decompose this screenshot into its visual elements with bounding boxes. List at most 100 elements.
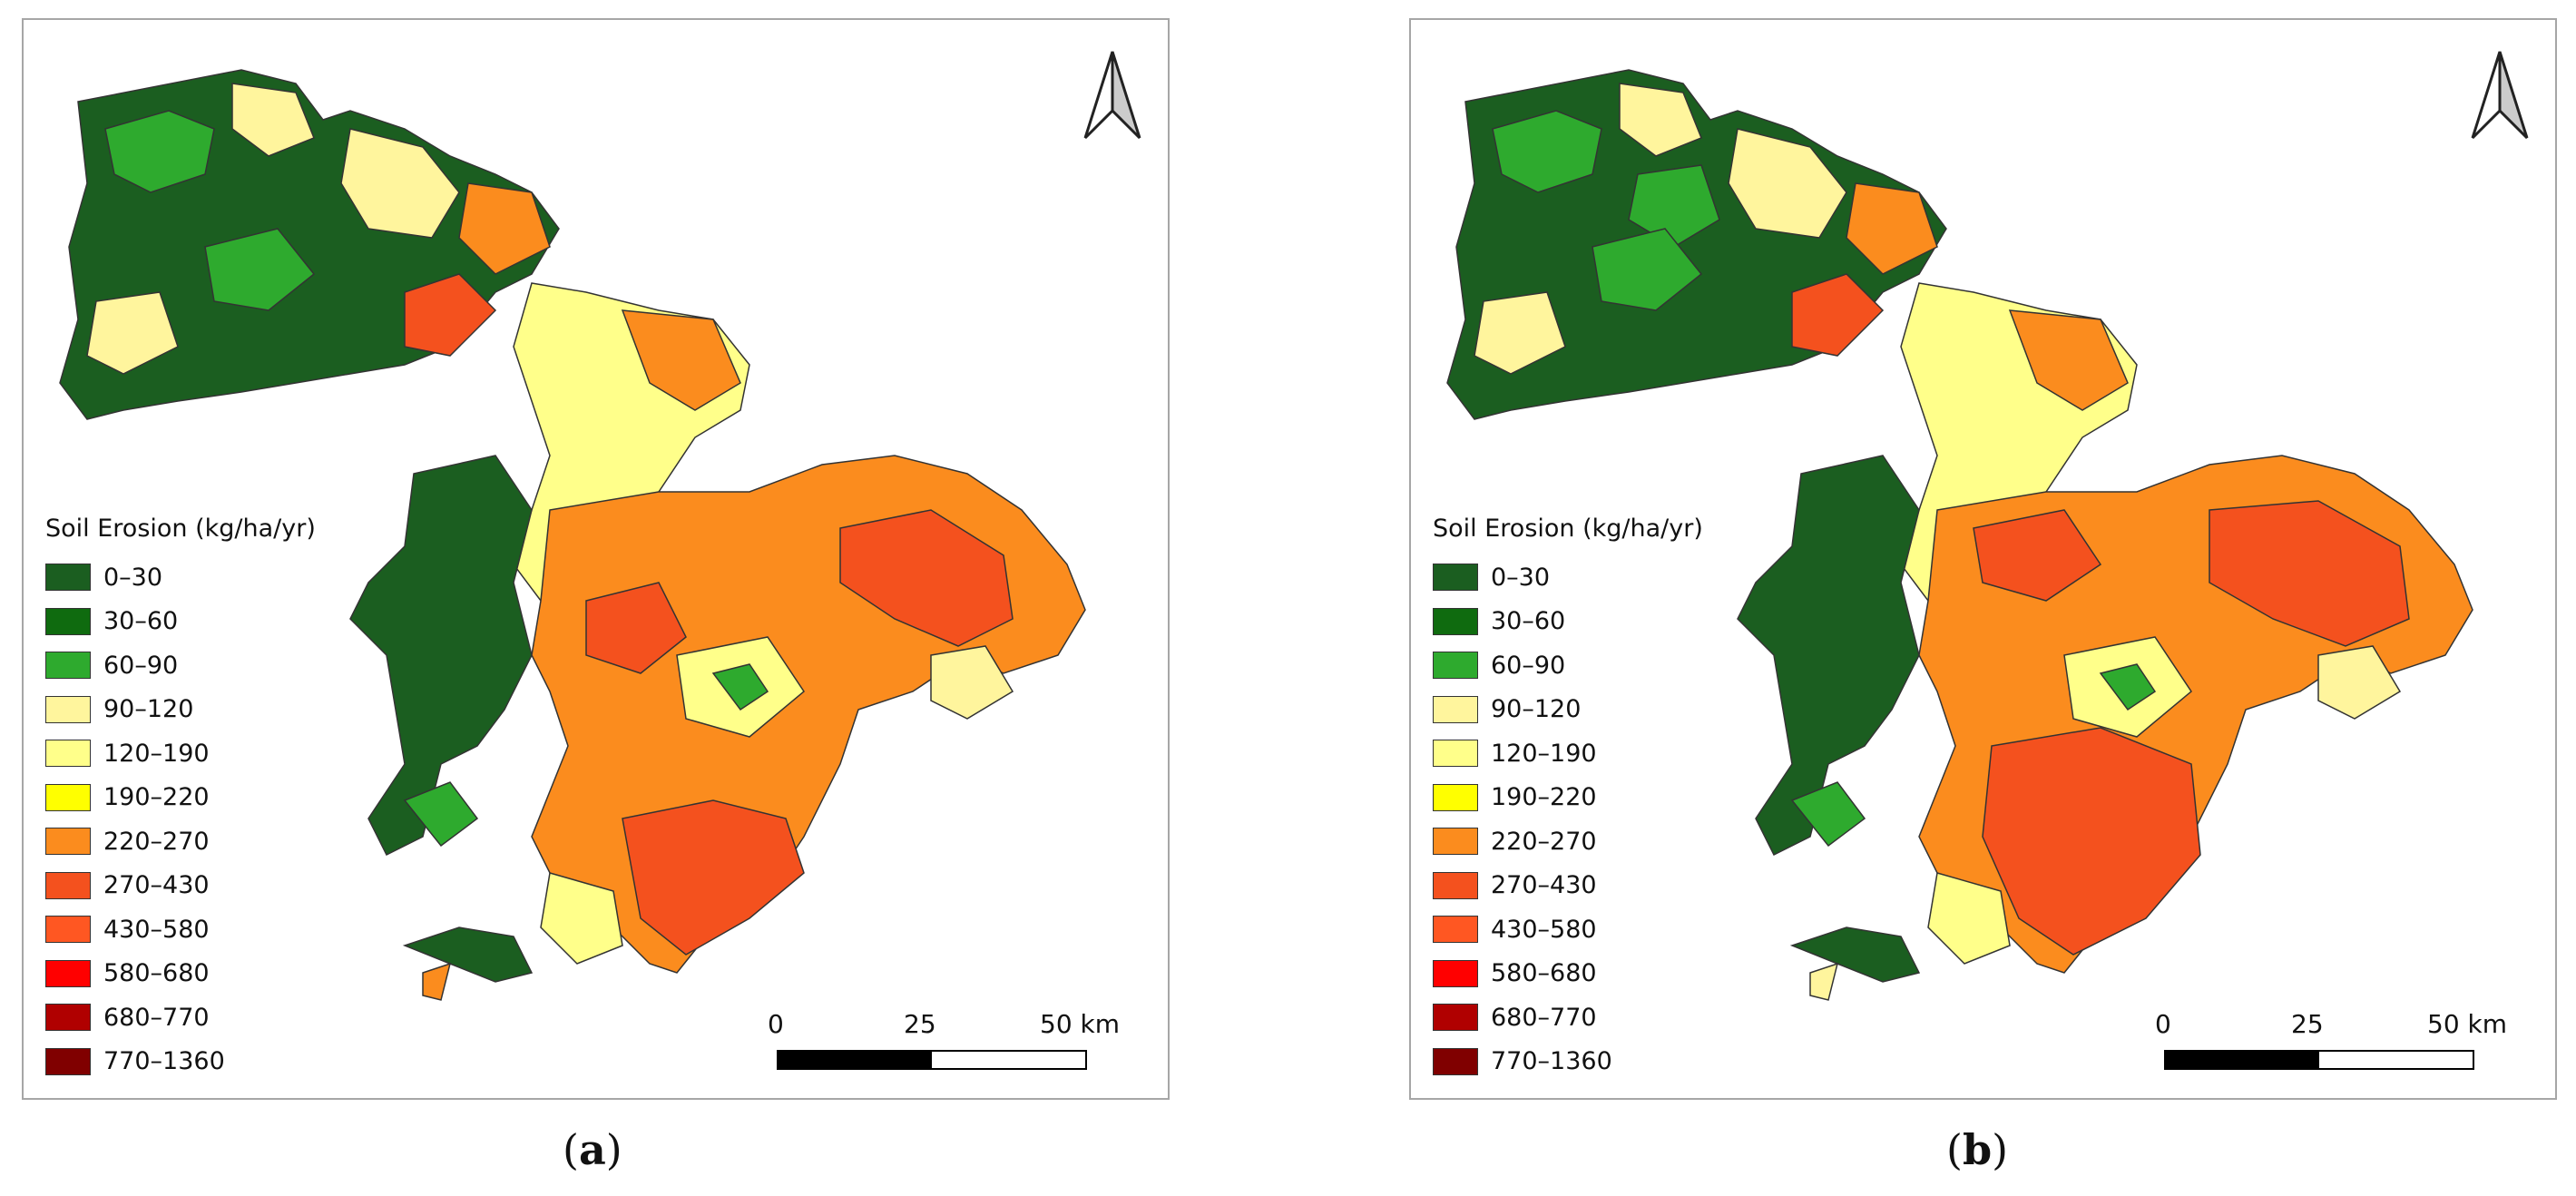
legend-item: 90–120 [45, 688, 316, 732]
north-arrow-icon [2471, 51, 2529, 140]
region-west-coast-light [403, 781, 479, 848]
region-se-red4 [1973, 509, 2102, 602]
legend-title: Soil Erosion (kg/ha/yr) [45, 515, 316, 543]
legend-swatch [45, 916, 91, 944]
region-nw-light2 [204, 228, 316, 311]
legend-item: 680–770 [1433, 995, 1703, 1040]
legend-swatch [45, 1047, 91, 1075]
legend-label: 580–680 [1491, 959, 1597, 988]
legend-label: 680–770 [103, 1003, 210, 1032]
caption-open: ( [563, 1125, 579, 1174]
scale-tick-50: 50 km [2427, 1009, 2508, 1039]
region-nw-yellow1 [1619, 83, 1702, 157]
legend-label: 220–270 [103, 827, 210, 856]
caption-letter: b [1962, 1125, 1993, 1174]
legend-title: Soil Erosion (kg/ha/yr) [1433, 515, 1703, 543]
legend-label: 190–220 [103, 783, 210, 812]
region-se-red1 [1982, 727, 2201, 956]
legend-swatch [1433, 1004, 1478, 1032]
legend-swatch [45, 740, 91, 768]
region-nw-yellow3 [86, 291, 179, 375]
legend-label: 680–770 [1491, 1003, 1597, 1032]
scale-track [2164, 1050, 2474, 1070]
legend-label: 430–580 [1491, 915, 1597, 944]
scale-black-segment [2166, 1052, 2319, 1068]
region-se-yellow2 [930, 645, 1014, 720]
region-nw-yellow2 [340, 128, 460, 239]
legend-swatch [45, 783, 91, 811]
legend-swatch [45, 828, 91, 856]
region-nw-light3 [1628, 164, 1720, 248]
region-nw-red [1791, 273, 1885, 357]
legend: Soil Erosion (kg/ha/yr) 0–30 30–60 60–90 90… [45, 515, 316, 1083]
legend-item: 60–90 [45, 643, 316, 688]
erosion-map-a [59, 69, 1086, 1001]
map-region-group [59, 69, 1086, 1001]
caption-b: (b) [1946, 1125, 2008, 1174]
legend-label: 190–220 [1491, 783, 1597, 812]
legend-item: 430–580 [1433, 907, 1703, 952]
legend-label: 60–90 [1491, 651, 1566, 680]
legend-item: 580–680 [1433, 952, 1703, 996]
legend-item: 0–30 [45, 555, 316, 600]
legend-item: 120–190 [1433, 731, 1703, 776]
legend-item: 680–770 [45, 995, 316, 1040]
region-nw-orange1 [1846, 182, 1938, 275]
region-se-green [711, 663, 769, 711]
scale-tick-25: 25 [904, 1009, 936, 1039]
legend-label: 580–680 [103, 959, 210, 988]
legend-label: 90–120 [1491, 695, 1582, 724]
legend-swatch [1433, 652, 1478, 680]
legend-label: 430–580 [103, 915, 210, 944]
region-se-red1 [622, 799, 805, 956]
legend-item: 430–580 [45, 907, 316, 952]
caption-close: ) [1992, 1125, 2009, 1174]
legend-label: 30–60 [103, 607, 179, 636]
region-south-orange [422, 962, 452, 1001]
legend-label: 120–190 [103, 739, 210, 768]
legend-items: 0–30 30–60 60–90 90–120 120–190 190–220 220–27… [1433, 555, 1703, 1083]
legend-item: 190–220 [1433, 776, 1703, 820]
legend-item: 0–30 [1433, 555, 1703, 600]
map-panel-a: Soil Erosion (kg/ha/yr) 0–30 30–60 60–90 90… [22, 18, 1170, 1100]
region-se-red2 [839, 509, 1014, 647]
legend-swatch [45, 564, 91, 592]
legend-swatch [1433, 1047, 1478, 1075]
legend-item: 770–1360 [1433, 1040, 1703, 1084]
legend-swatch [1433, 695, 1478, 723]
legend-swatch [1433, 916, 1478, 944]
region-central-orange [2008, 309, 2129, 411]
scale-tick-0: 0 [768, 1009, 784, 1039]
region-se-yellow2 [2317, 645, 2402, 720]
map-region-group [1446, 69, 2473, 1001]
region-central-orange [621, 309, 741, 411]
region-west-coast [1737, 455, 1920, 857]
legend-item: 220–270 [1433, 819, 1703, 864]
legend-swatch [1433, 564, 1478, 592]
legend-swatch [1433, 871, 1478, 899]
scale-track [777, 1050, 1087, 1070]
legend-item: 770–1360 [45, 1040, 316, 1084]
legend-items: 0–30 30–60 60–90 90–120 120–190 190–220 220–27… [45, 555, 316, 1083]
region-nw-yellow3 [1474, 291, 1566, 375]
scale-tick-0: 0 [2155, 1009, 2171, 1039]
legend-label: 120–190 [1491, 739, 1597, 768]
region-nw-light [104, 110, 215, 193]
legend-label: 270–430 [1491, 871, 1597, 900]
region-west-coast-light [1790, 781, 1866, 848]
region-west-coast [349, 455, 533, 857]
legend: Soil Erosion (kg/ha/yr) 0–30 30–60 60–90 90… [1433, 515, 1703, 1083]
region-nw-light2 [1592, 228, 1703, 311]
legend-label: 0–30 [1491, 563, 1551, 592]
north-arrow-icon [1083, 51, 1141, 140]
erosion-map-b [1446, 69, 2473, 1001]
legend-swatch [45, 959, 91, 987]
legend-swatch [1433, 828, 1478, 856]
legend-swatch [45, 1004, 91, 1032]
caption-open: ( [1946, 1125, 1963, 1174]
legend-item: 90–120 [1433, 688, 1703, 732]
legend-swatch [1433, 740, 1478, 768]
region-se-red3 [585, 582, 687, 674]
scale-tick-50: 50 km [1040, 1009, 1121, 1039]
legend-label: 770–1360 [103, 1047, 225, 1076]
